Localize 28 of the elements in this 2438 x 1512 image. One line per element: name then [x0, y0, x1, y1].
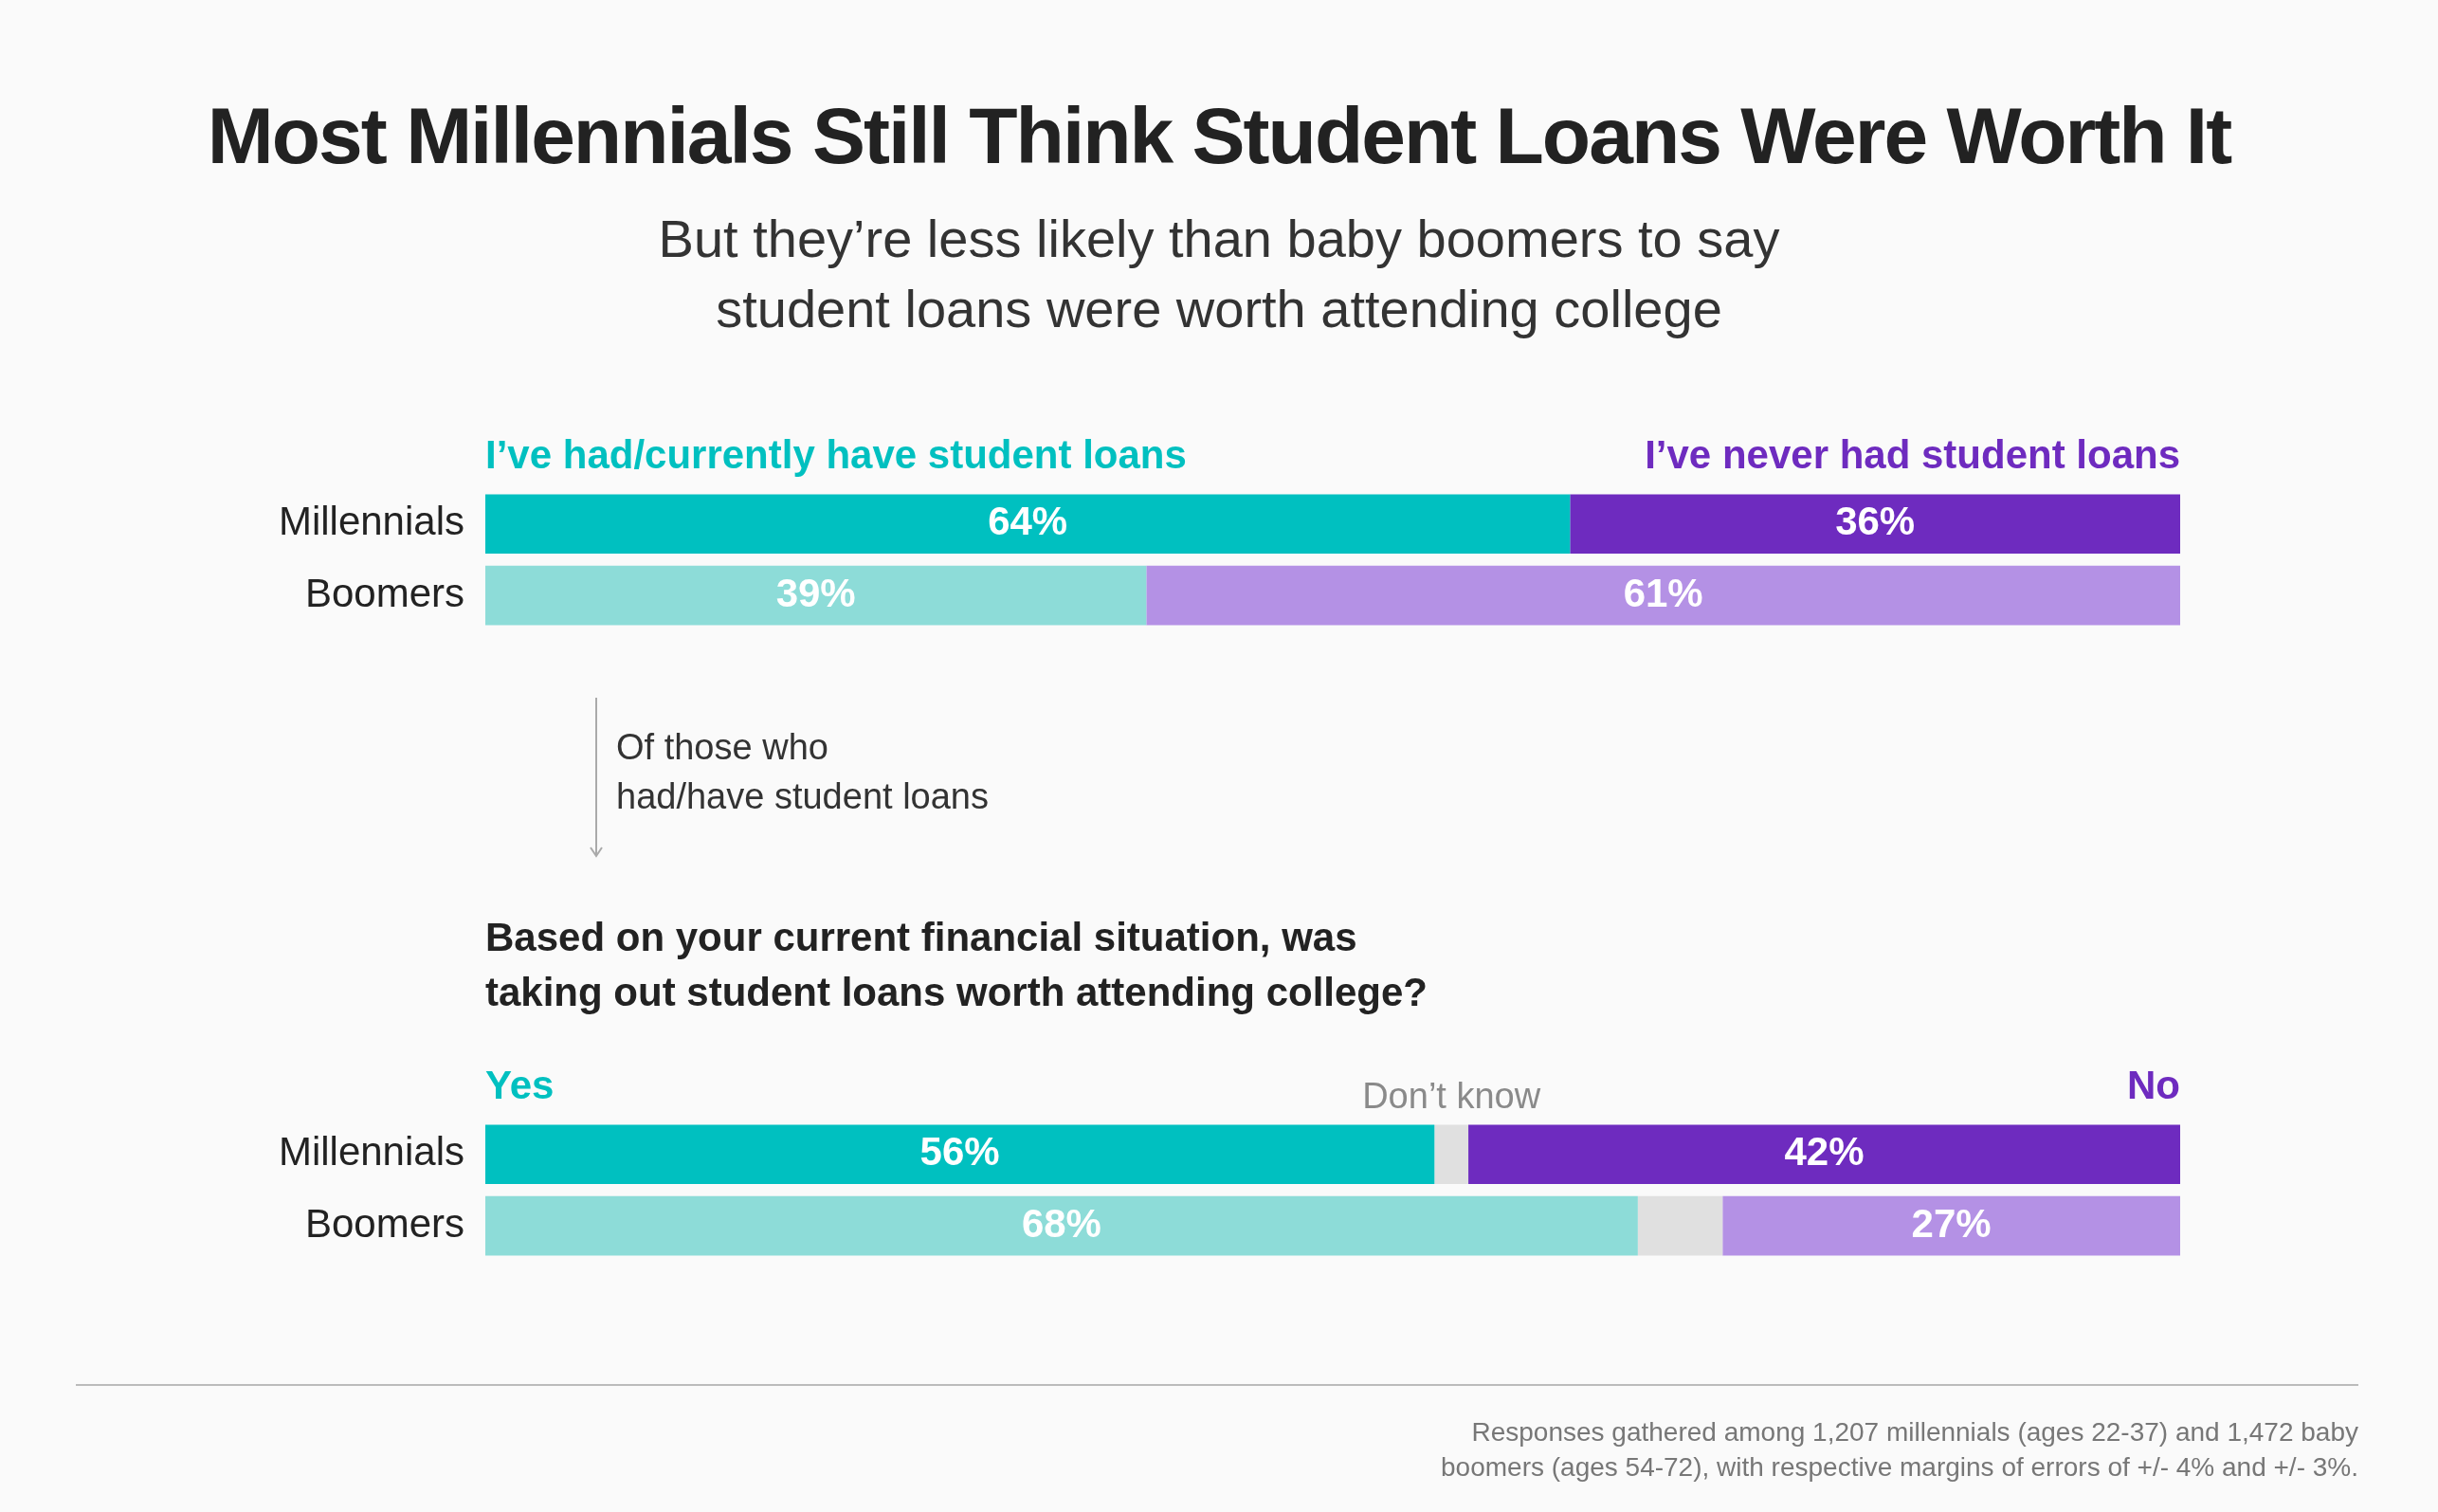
data-label: 64% [988, 499, 1068, 544]
y-tick-label: Boomers [304, 1200, 464, 1246]
bar [1637, 1195, 1723, 1256]
bar [1434, 1124, 1469, 1184]
series-label: Don’t know [1362, 1076, 1541, 1117]
data-label: 27% [1911, 1200, 1992, 1246]
series-label: I’ve never had student loans [1645, 431, 2180, 477]
data-label: 61% [1623, 570, 1703, 615]
series-label: Yes [485, 1062, 555, 1107]
series-label: No [2127, 1062, 2180, 1107]
data-label: 68% [1021, 1200, 1101, 1246]
bar [485, 1124, 1435, 1184]
text: Of those who had/have student loans [616, 726, 989, 818]
chart-subtitle: But they’re less likely than baby boomers to say student loans were worth attending college [657, 208, 1781, 340]
y-tick-label: Millennials [278, 499, 464, 544]
y-tick-label: Boomers [304, 570, 464, 615]
data-label: 56% [919, 1129, 1000, 1175]
y-tick-label: Millennials [278, 1129, 464, 1175]
data-label: 36% [1835, 499, 1916, 544]
chart-title: Most Millennials Still Think Student Loans Were Worth It [206, 90, 2232, 182]
bar [1468, 1124, 2180, 1184]
series-label: I’ve had/currently have student loans [485, 431, 1187, 477]
data-label: 39% [775, 570, 856, 615]
data-label: 42% [1784, 1129, 1865, 1175]
bar [1722, 1195, 2180, 1256]
bar [485, 1195, 1638, 1256]
text: Responses gathered among 1,207 millennials (ages 22-37) and 1,472 baby boomers (ages 54-72), with respective margins of errors of +/- 4% and +/- 3%. [1440, 1416, 2358, 1484]
chart-title: Based on your current financial situation, was taking out student loans worth attending college? [485, 914, 1428, 1016]
